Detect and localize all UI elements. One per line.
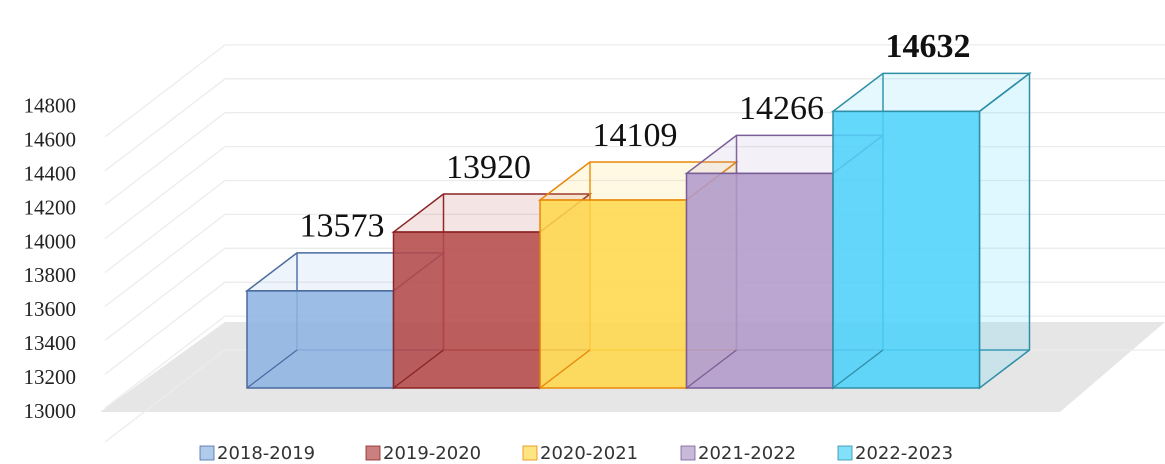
y-tick-label: 13600 xyxy=(24,297,77,321)
bar-depth-edge xyxy=(686,349,737,389)
legend-label: 2022-2023 xyxy=(855,443,953,464)
y-tick-label: 13000 xyxy=(24,399,77,423)
value-label: 13573 xyxy=(300,208,385,245)
bar-front xyxy=(392,231,541,389)
bar-depth-edge xyxy=(539,349,591,389)
bars xyxy=(244,71,1032,390)
legend-swatch xyxy=(365,445,381,461)
legend-label: 2021-2022 xyxy=(698,443,796,464)
legend-label: 2020-2021 xyxy=(540,443,638,464)
y-tick-label: 14600 xyxy=(24,128,77,152)
y-tick-label: 14000 xyxy=(24,229,77,253)
legend-label: 2018-2019 xyxy=(217,443,315,464)
bar-front xyxy=(832,110,981,389)
legend-swatch xyxy=(837,445,853,461)
legend-label: 2019-2020 xyxy=(383,443,481,464)
bar-depth-edge xyxy=(393,349,444,389)
value-label: 13920 xyxy=(446,149,531,186)
grid-line xyxy=(104,78,1165,172)
labels: 13000 13200 13400 13600 13800 14000 14200 14400… xyxy=(24,28,971,423)
legend-swatch xyxy=(680,445,696,461)
bar-front xyxy=(539,199,688,389)
bar-side xyxy=(978,71,1031,390)
y-tick-label: 14200 xyxy=(24,195,77,219)
value-label: 14109 xyxy=(593,117,678,154)
bar-front xyxy=(246,290,395,389)
y-tick-label: 14800 xyxy=(24,94,77,118)
bar-front xyxy=(685,172,834,389)
y-tick-label: 13800 xyxy=(24,263,77,287)
legend-swatch xyxy=(522,445,538,461)
bar xyxy=(830,71,1032,390)
value-label: 14632 xyxy=(886,28,971,65)
bar-depth-edge xyxy=(246,349,298,389)
y-tick-label: 13400 xyxy=(24,331,77,355)
legend: 2018-2019 2019-2020 2020-2021 2021-2022 2022… xyxy=(199,443,953,464)
y-tick-label: 13200 xyxy=(24,365,77,389)
bar-depth-edge xyxy=(832,349,884,389)
legend-swatch xyxy=(199,445,215,461)
grid-line xyxy=(104,44,1165,138)
y-tick-label: 14400 xyxy=(24,162,77,186)
value-label: 14266 xyxy=(739,90,824,127)
